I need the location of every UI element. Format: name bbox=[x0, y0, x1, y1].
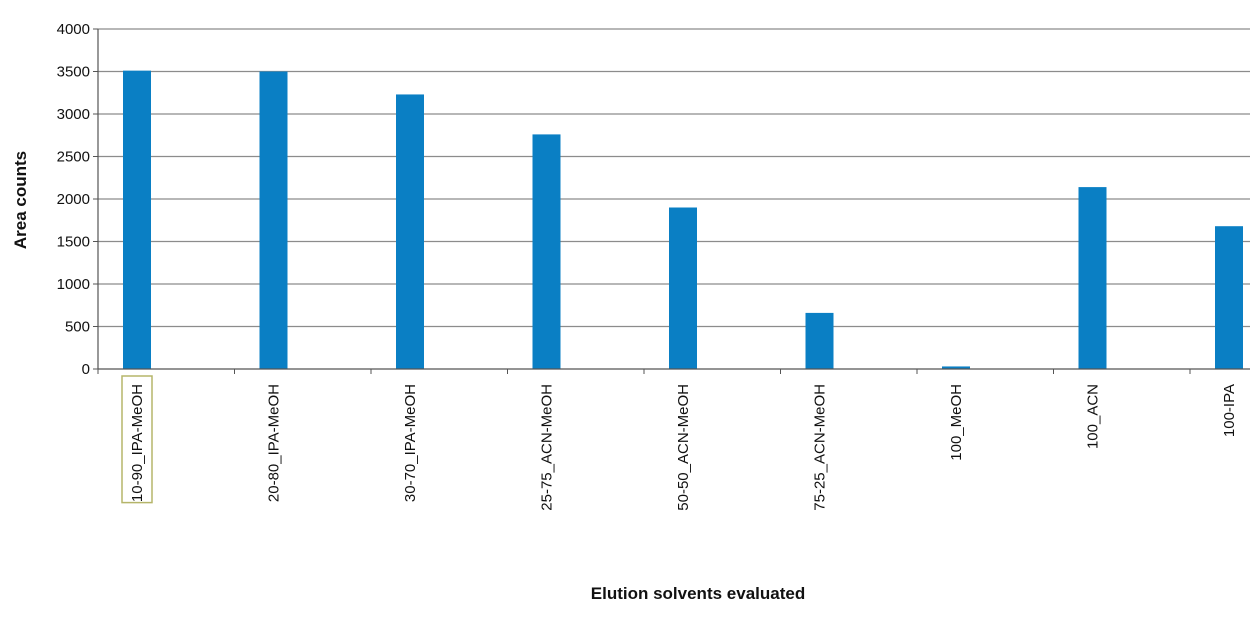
y-tick-label: 2500 bbox=[57, 149, 90, 166]
bar bbox=[396, 94, 424, 369]
x-tick-label: 100-IPA bbox=[1221, 384, 1238, 437]
bar bbox=[1215, 226, 1243, 369]
y-tick-label: 0 bbox=[82, 361, 90, 378]
bar bbox=[259, 71, 288, 369]
bar bbox=[805, 312, 834, 369]
y-tick-label: 500 bbox=[65, 319, 90, 336]
x-axis-title: Elution solvents evaluated bbox=[591, 584, 805, 603]
x-tick-label: 100_MeOH bbox=[948, 384, 965, 461]
x-tick-label: 20-80_IPA-MeOH bbox=[266, 384, 283, 502]
bar bbox=[532, 134, 561, 369]
y-tick-label: 4000 bbox=[57, 21, 90, 38]
labels-layer: 0 500 1000 1500 2000 2500 3000 3500 4000 10-90_IP… bbox=[57, 21, 1238, 511]
y-tick-label: 3000 bbox=[57, 106, 90, 123]
bar bbox=[942, 366, 970, 369]
bars-layer bbox=[123, 70, 1243, 370]
y-tick-label: 2000 bbox=[57, 191, 90, 208]
selected-label-box bbox=[121, 375, 153, 504]
x-tick-label: 25-75_ACN-MeOH bbox=[539, 384, 556, 511]
axes-layer bbox=[93, 28, 1250, 374]
bar bbox=[123, 70, 151, 370]
y-tick-label: 1000 bbox=[57, 276, 90, 293]
bar bbox=[669, 207, 697, 369]
bar bbox=[1078, 187, 1107, 369]
x-tick-label: 10-90_IPA-MeOH bbox=[129, 384, 146, 502]
y-tick-label: 1500 bbox=[57, 234, 90, 251]
x-tick-label: 50-50_ACN-MeOH bbox=[675, 384, 692, 511]
x-tick-label: 30-70_IPA-MeOH bbox=[402, 384, 419, 502]
x-tick-label: 75-25_ACN-MeOH bbox=[812, 384, 829, 511]
y-axis-title: Area counts bbox=[11, 151, 30, 249]
y-tick-label: 3500 bbox=[57, 64, 90, 81]
x-tick-label: 100_ACN bbox=[1085, 384, 1102, 449]
